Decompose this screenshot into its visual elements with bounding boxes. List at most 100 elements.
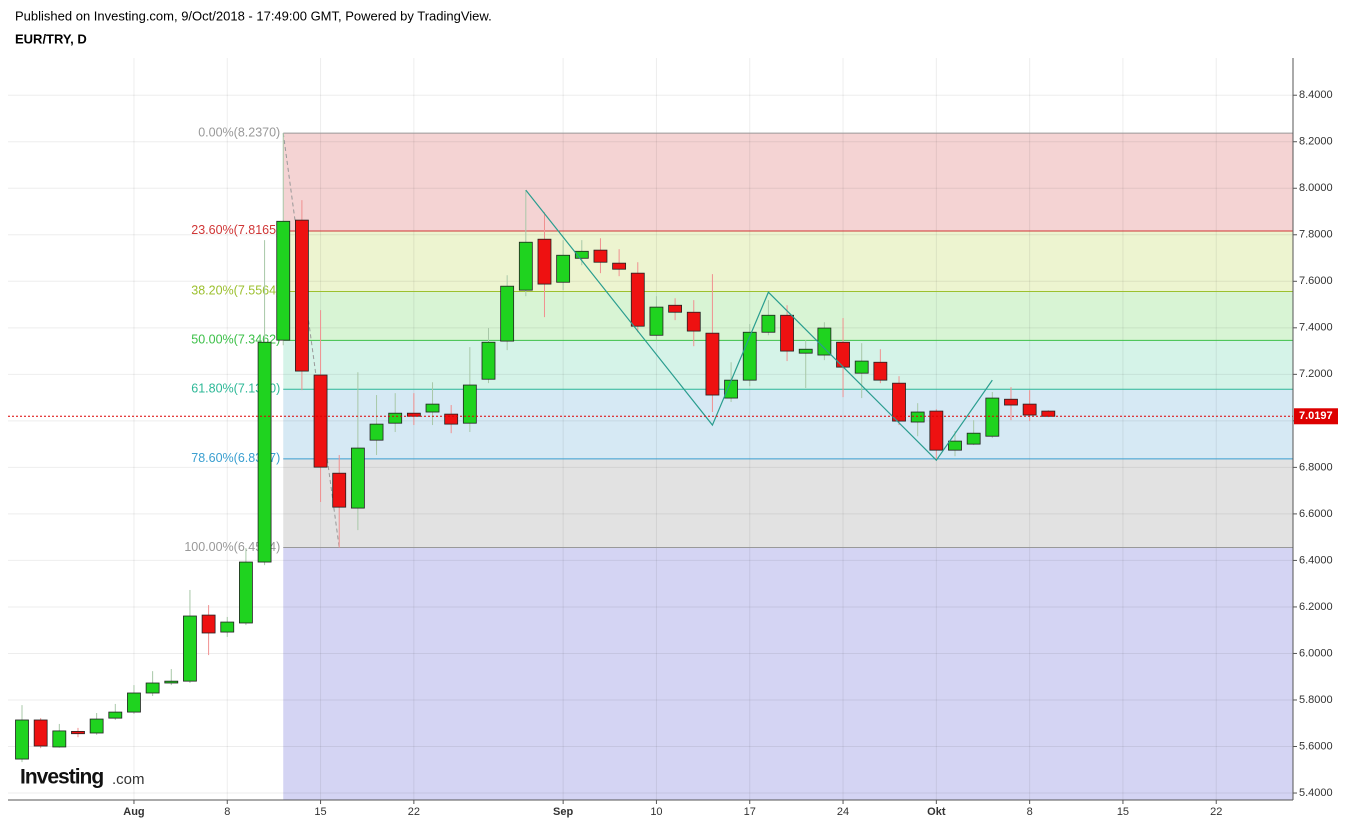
candle-body xyxy=(127,692,141,713)
chart-subtitle: Published on Investing.com, 9/Oct/2018 -… xyxy=(15,8,492,23)
candle-body xyxy=(15,719,29,760)
candle-body xyxy=(33,719,48,747)
candle-body xyxy=(425,403,440,413)
y-tick-label: 8.0000 xyxy=(1299,182,1333,194)
candle-body xyxy=(518,241,533,291)
candle-body xyxy=(668,304,682,313)
candle-body xyxy=(985,397,1000,437)
candle-body xyxy=(500,285,515,342)
y-tick-label: 7.4000 xyxy=(1299,322,1333,334)
candle-body xyxy=(89,718,104,734)
x-tick-label: Aug xyxy=(123,806,144,818)
candle-body xyxy=(705,332,720,396)
y-tick-label: 6.2000 xyxy=(1299,601,1333,613)
candle-body xyxy=(369,423,384,441)
fib-zone xyxy=(283,547,1293,800)
candle-body xyxy=(686,311,701,332)
candle-body xyxy=(780,314,794,352)
y-tick-label: 6.8000 xyxy=(1299,461,1333,473)
x-tick-label: Sep xyxy=(553,806,573,818)
x-tick-label: 15 xyxy=(1117,806,1129,818)
candle-body xyxy=(556,254,571,283)
candle-body xyxy=(71,730,85,735)
candle-body xyxy=(966,432,981,445)
candle-body xyxy=(649,306,664,336)
fib-label: 23.60%(7.8165) xyxy=(191,223,280,237)
candle-body xyxy=(798,348,813,354)
y-tick-label: 7.8000 xyxy=(1299,229,1333,241)
y-tick-label: 8.4000 xyxy=(1299,89,1333,101)
candle-body xyxy=(761,314,776,333)
chart-title: EUR/TRY, D xyxy=(15,31,87,46)
zigzag xyxy=(525,189,993,462)
x-tick-label: 17 xyxy=(744,806,756,818)
candle-body xyxy=(239,561,253,624)
candle-body xyxy=(52,730,67,748)
candle-body xyxy=(854,360,869,374)
x-tick-label: Okt xyxy=(927,806,946,818)
candle-body xyxy=(462,384,477,424)
candle-body xyxy=(612,262,627,270)
candle-body xyxy=(481,341,496,380)
candle-body xyxy=(257,341,272,563)
candle-body xyxy=(183,615,197,682)
candle-body xyxy=(444,413,459,425)
y-tick-label: 8.2000 xyxy=(1299,136,1333,148)
candle-body xyxy=(350,447,365,509)
logo-suffix: .com xyxy=(112,771,145,788)
candle-body xyxy=(220,621,235,633)
y-tick-label: 5.4000 xyxy=(1299,787,1333,799)
candle-body xyxy=(332,472,347,508)
last-price-box xyxy=(1294,408,1338,425)
fib-label: 0.00%(8.2370) xyxy=(198,125,280,139)
candle-body xyxy=(145,682,160,694)
x-tick-label: 15 xyxy=(314,806,326,818)
candle-body xyxy=(892,382,906,422)
candle-body xyxy=(873,361,888,381)
candle-body xyxy=(294,219,309,372)
candle-body xyxy=(537,238,552,285)
candle-body xyxy=(724,379,738,399)
x-tick-label: 22 xyxy=(408,806,420,818)
candle-body xyxy=(593,249,608,263)
candle-body xyxy=(201,614,216,634)
candle-body xyxy=(276,220,291,341)
candle-body xyxy=(1004,398,1018,406)
plot-area: 0.00%(8.2370) 23.60%(7.8165) 38.20%(7.5564… xyxy=(8,58,1338,818)
candle-body xyxy=(406,412,421,417)
candle-body xyxy=(630,272,645,327)
fib-zone xyxy=(283,230,1293,292)
x-tick-label: 10 xyxy=(650,806,662,818)
candle-body xyxy=(929,410,944,451)
fib-label: 38.20%(7.5564) xyxy=(191,284,280,298)
candle-body xyxy=(574,250,589,259)
y-tick-label: 5.6000 xyxy=(1299,740,1333,752)
logo-brand: Investing xyxy=(20,766,103,789)
x-tick-label: 22 xyxy=(1210,806,1222,818)
y-tick-label: 7.6000 xyxy=(1299,275,1333,287)
x-tick-label: 8 xyxy=(1027,806,1033,818)
candle-body xyxy=(388,412,403,424)
x-tick-label: 24 xyxy=(837,806,849,818)
candle-body xyxy=(742,331,757,381)
x-tick-label: 8 xyxy=(224,806,230,818)
candle-body xyxy=(836,341,850,368)
y-tick-label: 6.4000 xyxy=(1299,554,1333,566)
candle-body xyxy=(313,374,328,468)
candle-body xyxy=(1022,403,1037,416)
y-tick-label: 6.0000 xyxy=(1299,647,1333,659)
candle-body xyxy=(910,411,925,423)
candle-body xyxy=(948,440,962,451)
last-price-label: 7.0197 xyxy=(1299,410,1333,422)
candle-body xyxy=(1041,410,1056,417)
fib-zone xyxy=(283,389,1293,459)
fib-zone xyxy=(283,133,1293,231)
candle-body xyxy=(164,680,179,684)
y-tick-label: 6.6000 xyxy=(1299,508,1333,520)
y-tick-label: 5.8000 xyxy=(1299,694,1333,706)
candle-body xyxy=(108,711,123,719)
candle-body xyxy=(817,327,832,356)
fib-zone xyxy=(283,458,1293,548)
